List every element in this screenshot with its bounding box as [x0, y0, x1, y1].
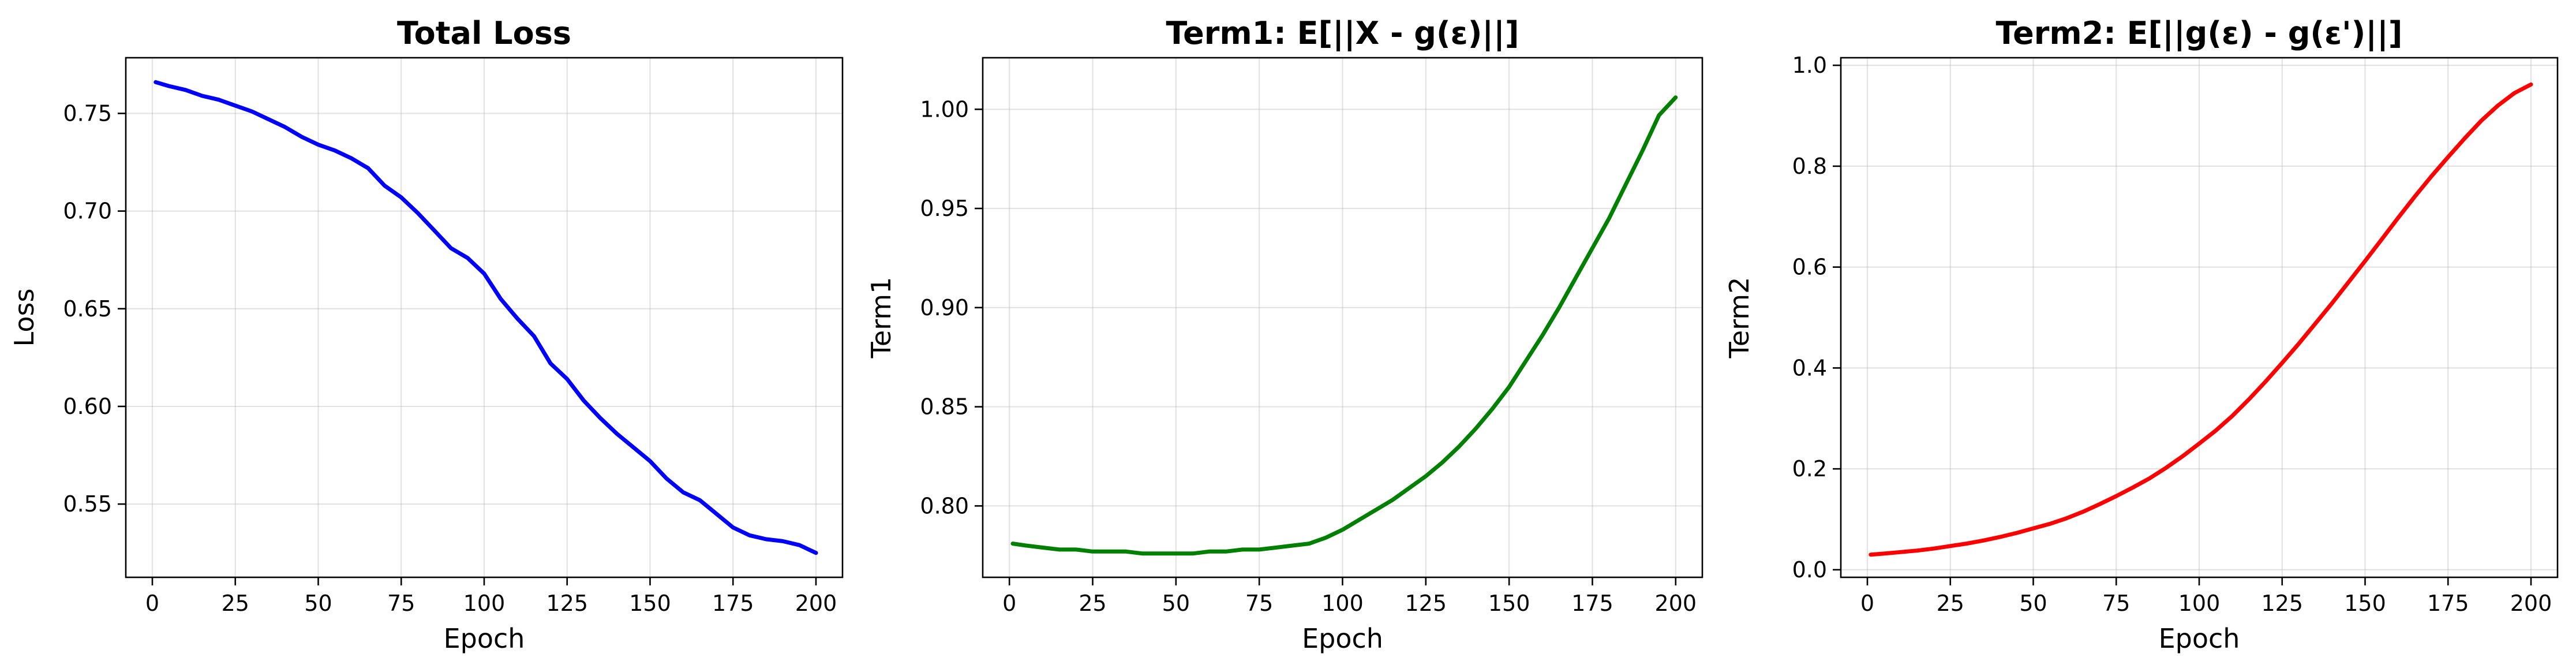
chart-title: Term1: E[||X - g(ε)||] — [1166, 15, 1519, 51]
y-tick-label: 0.80 — [920, 493, 969, 518]
series-line-1 — [1869, 82, 2533, 557]
chart-panel-1: 0 25 50 75 100 125 150 175 200 0.55 0.60 0.65 0.70 0.… — [9, 15, 844, 654]
x-tick-label: 0 — [145, 591, 159, 616]
x-axis-label: Epoch — [2159, 623, 2240, 654]
y-tick-label: 0.55 — [63, 491, 112, 517]
series-line-1 — [1010, 95, 1678, 556]
y-tick-label: 0.85 — [920, 394, 969, 420]
x-tick-label: 150 — [1488, 591, 1530, 616]
x-tick-label: 125 — [2261, 591, 2303, 616]
x-tick-label: 25 — [222, 591, 249, 616]
x-tick-label: 200 — [1655, 591, 1697, 616]
x-tick-label: 100 — [463, 591, 506, 616]
x-tick-label: 75 — [1245, 591, 1273, 616]
y-tick-label: 0.8 — [1792, 154, 1827, 179]
y-tick-label: 0.6 — [1792, 255, 1827, 280]
x-tick-label: 0 — [1002, 591, 1016, 616]
y-axis-label: Term2 — [1724, 277, 1755, 359]
y-tick-label: 0.65 — [63, 296, 112, 322]
x-tick-label: 125 — [546, 591, 588, 616]
x-tick-label: 200 — [2510, 591, 2552, 616]
y-tick-label: 0.90 — [920, 295, 969, 320]
x-tick-label: 75 — [2102, 591, 2130, 616]
x-tick-label: 25 — [1079, 591, 1106, 616]
x-axis-label: Epoch — [444, 623, 525, 654]
x-tick-label: 50 — [1162, 591, 1190, 616]
y-tick-label: 0.2 — [1792, 456, 1827, 481]
y-tick-label: 1.00 — [920, 96, 969, 122]
y-axis-label: Term1 — [866, 277, 897, 359]
chart-title: Total Loss — [397, 15, 571, 51]
x-tick-label: 175 — [2427, 591, 2469, 616]
y-tick-label: 0.0 — [1792, 557, 1827, 583]
y-axis-label: Loss — [9, 289, 40, 347]
y-tick-label: 0.4 — [1792, 355, 1827, 380]
x-tick-label: 150 — [2344, 591, 2386, 616]
chart-panel-3: 0 25 50 75 100 125 150 175 200 0.0 0.2 0.4 0.6 0.8 1.0… — [1724, 15, 2559, 654]
y-tick-label: 0.75 — [63, 100, 112, 126]
x-tick-label: 50 — [2019, 591, 2047, 616]
x-tick-label: 125 — [1405, 591, 1447, 616]
series-line-1 — [153, 80, 818, 555]
x-tick-label: 175 — [1571, 591, 1613, 616]
y-tick-label: 0.70 — [63, 199, 112, 224]
y-tick-label: 1.0 — [1792, 53, 1827, 78]
x-tick-label: 100 — [1321, 591, 1364, 616]
x-tick-label: 50 — [304, 591, 332, 616]
x-tick-label: 100 — [2178, 591, 2221, 616]
y-tick-label: 0.60 — [63, 394, 112, 419]
x-tick-label: 0 — [1860, 591, 1874, 616]
x-tick-label: 200 — [795, 591, 837, 616]
chart-panel-2: 0 25 50 75 100 125 150 175 200 0.80 0.85 0.90 0.95 1.… — [866, 15, 1703, 654]
x-tick-label: 75 — [387, 591, 415, 616]
x-tick-label: 150 — [629, 591, 671, 616]
chart-title: Term2: E[||g(ε) - g(ε')||] — [1996, 15, 2403, 51]
x-tick-label: 175 — [712, 591, 754, 616]
y-tick-label: 0.95 — [920, 196, 969, 221]
x-tick-label: 25 — [1937, 591, 1964, 616]
x-axis-label: Epoch — [1302, 623, 1383, 654]
